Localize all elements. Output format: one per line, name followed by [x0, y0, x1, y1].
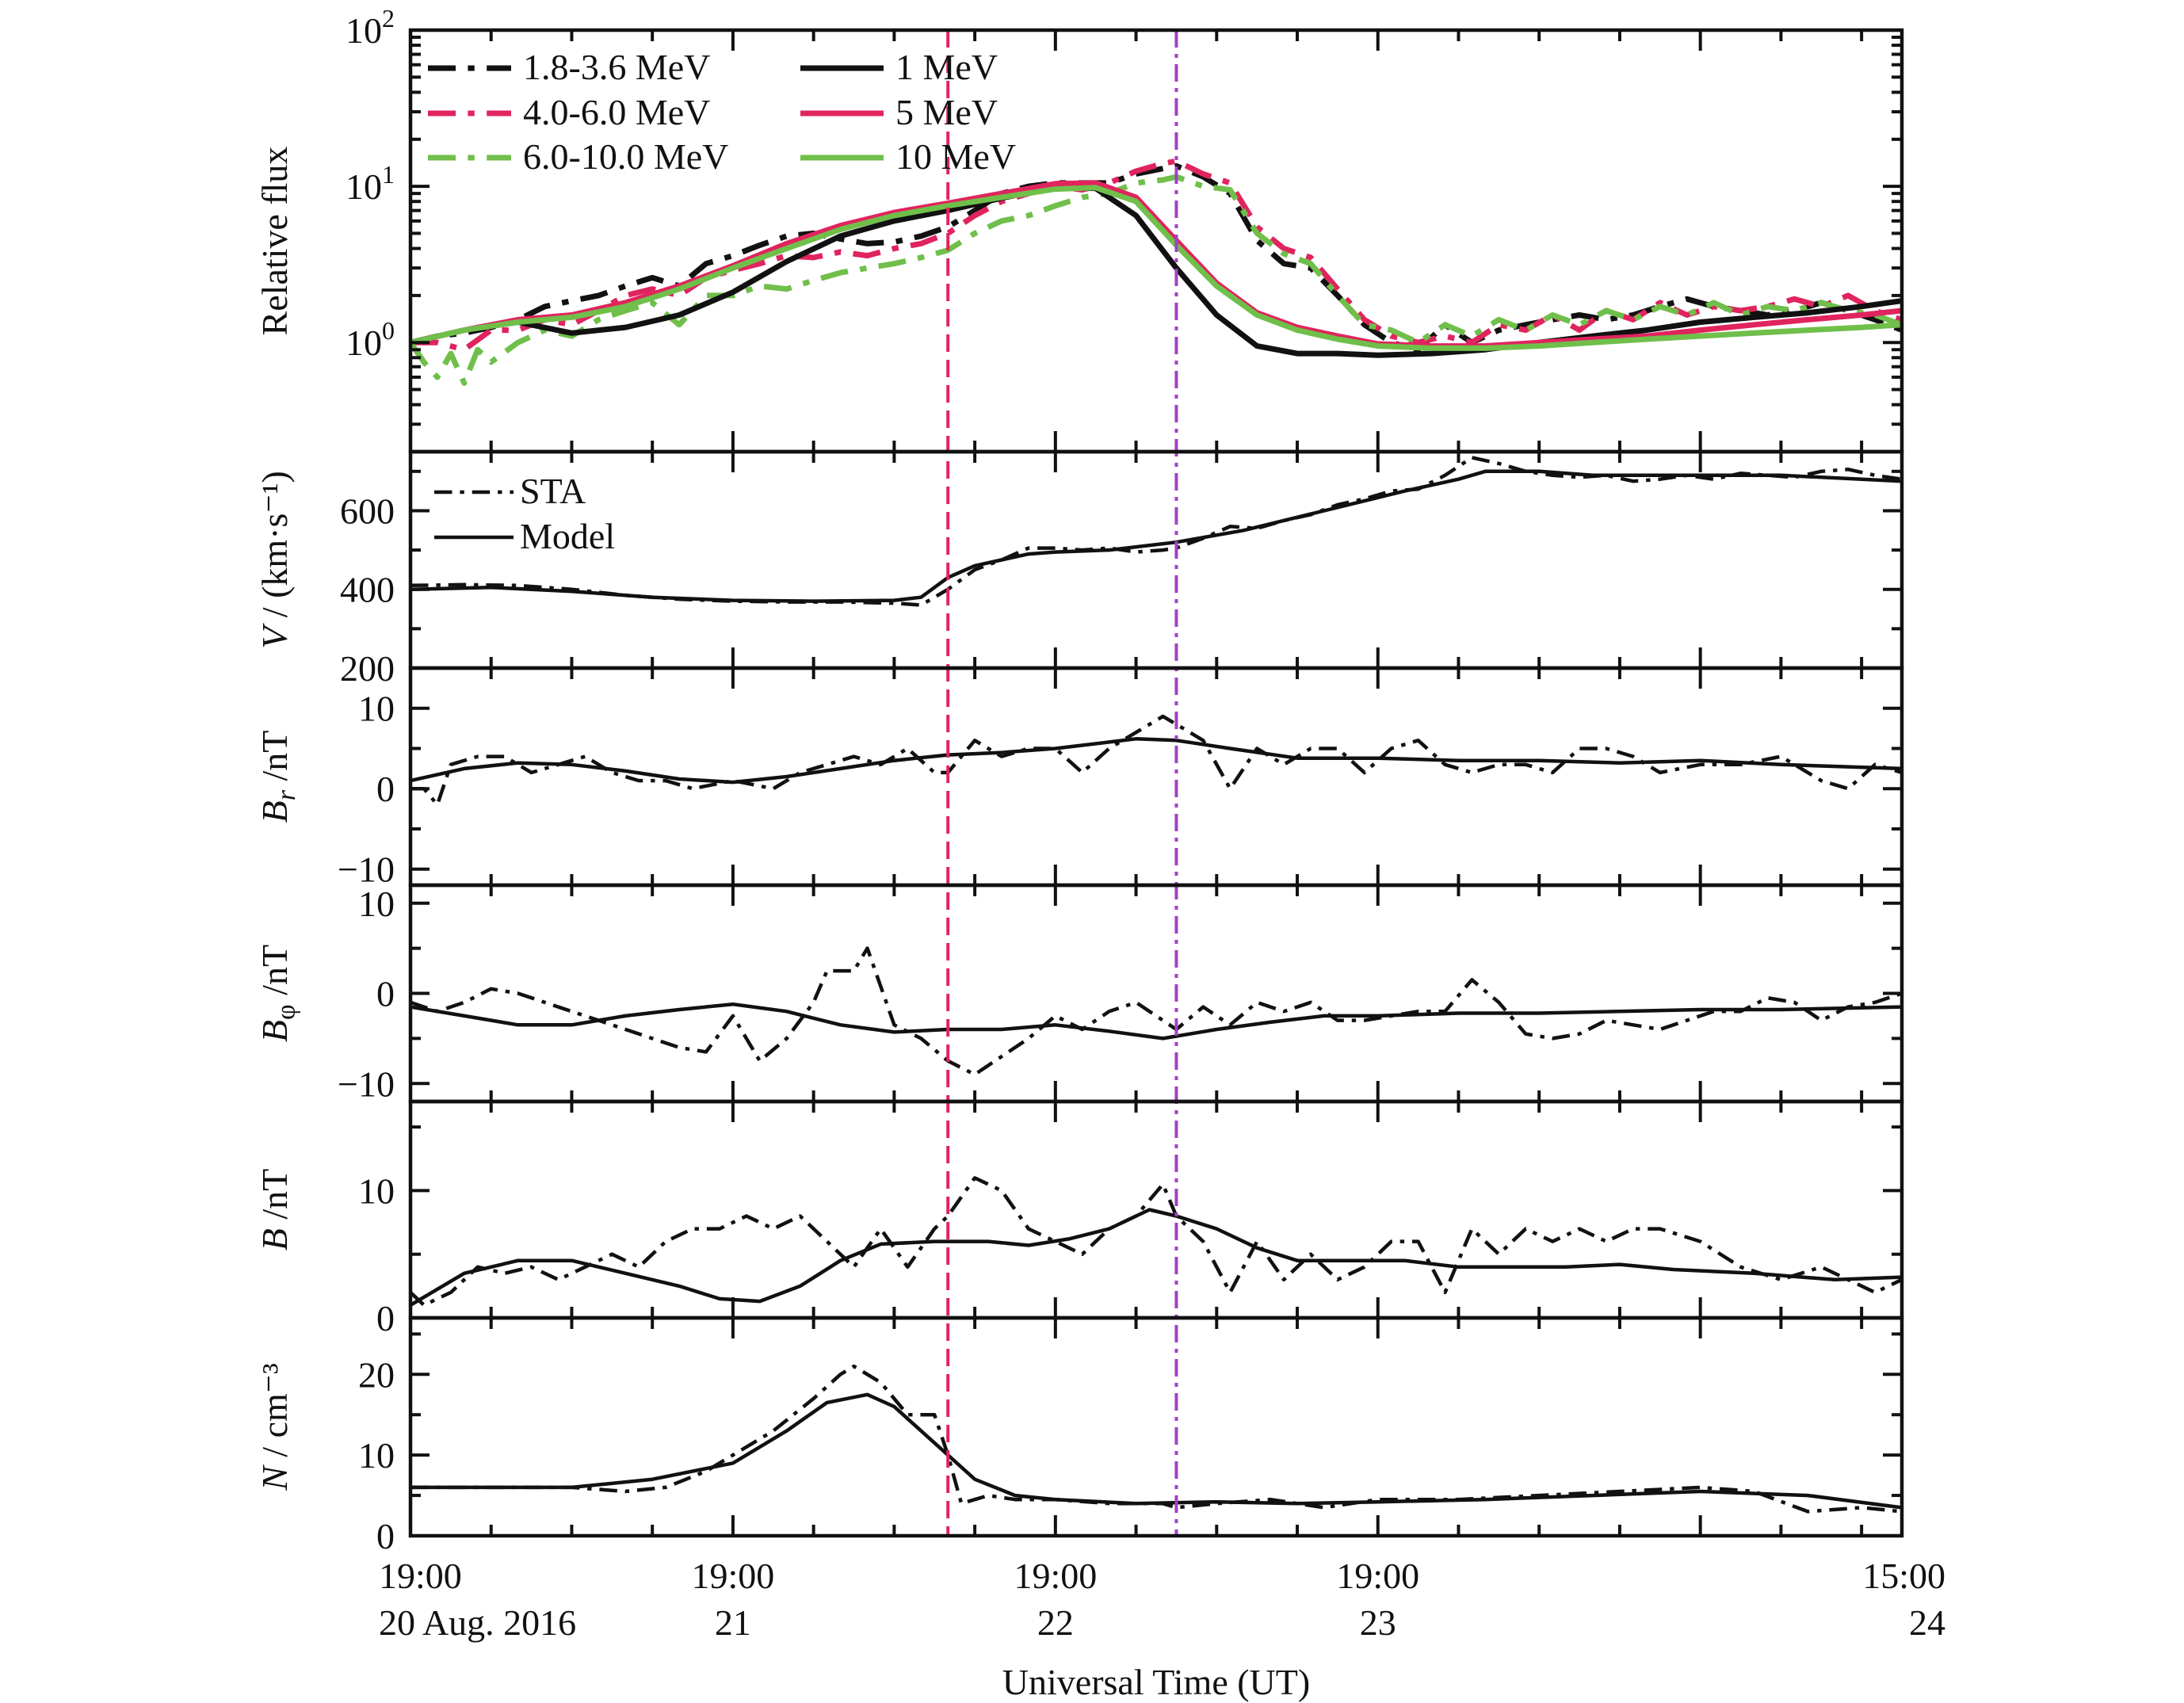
- legend-label: 5 MeV: [895, 92, 998, 132]
- panel-br-plot: [410, 714, 1902, 807]
- legend-label: 1 MeV: [895, 47, 998, 87]
- y-tick-label: 400: [340, 570, 395, 610]
- y-tick-label: 20: [358, 1354, 395, 1395]
- y-tick-label: 101: [346, 160, 395, 207]
- series-br-sta: [410, 714, 1902, 807]
- axes-layer: [408, 28, 1904, 1538]
- series-bphi-model: [410, 1002, 1902, 1041]
- y-tick-label: −10: [338, 1063, 395, 1104]
- legend-velocity: STA Model: [434, 471, 615, 556]
- legend-label: 1.8-3.6 MeV: [523, 47, 710, 87]
- y-axis-label-bphi: Bφ /nT: [254, 945, 301, 1042]
- x-tick-label-date: 24: [1909, 1602, 1945, 1643]
- y-tick-label: 0: [376, 1516, 395, 1556]
- panel-frame: [408, 449, 1904, 670]
- series-br-model: [410, 737, 1902, 785]
- y-axis-label-velocity: V / (km·s⁻¹): [254, 471, 295, 649]
- series-flux-6-0-10-0-mev: [410, 174, 1902, 386]
- panel-frame: [408, 1315, 1904, 1538]
- y-tick-label: 200: [340, 648, 395, 689]
- x-tick-label-date: 20 Aug. 2016: [379, 1602, 576, 1643]
- legend-label: Model: [520, 516, 615, 556]
- series-velocity-sta: [410, 456, 1902, 607]
- x-tick-label-time: 19:00: [692, 1556, 775, 1596]
- series-flux-5-mev: [410, 180, 1902, 349]
- legend-label: 6.0-10.0 MeV: [523, 136, 728, 177]
- x-tick-label-time: 15:00: [1862, 1556, 1945, 1596]
- y-tick-label: −10: [338, 850, 395, 890]
- panel-flux-plot: [410, 158, 1902, 386]
- legend-label: 4.0-6.0 MeV: [523, 92, 710, 132]
- panel-n-axes: [408, 1315, 1904, 1538]
- y-tick-label: 10: [358, 1435, 395, 1476]
- x-tick-label-time: 19:00: [1014, 1556, 1097, 1596]
- y-axis-label-b: B /nT: [254, 1169, 295, 1251]
- y-tick-label: 0: [376, 974, 395, 1014]
- panel-n-plot: [410, 1364, 1902, 1514]
- x-tick-label-time: 19:00: [1336, 1556, 1419, 1596]
- y-tick-label: 102: [346, 4, 395, 51]
- panel-bphi-plot: [410, 946, 1902, 1077]
- y-tick-label: 0: [376, 1298, 395, 1338]
- x-tick-label-date: 21: [715, 1602, 751, 1643]
- legend-label: STA: [520, 471, 586, 511]
- x-tick-label-time: 19:00: [379, 1556, 462, 1596]
- legend-flux: 1.8-3.6 MeV 1 MeV 4.0-6.0 MeV 5 MeV 6.0-10.0…: [428, 47, 1016, 177]
- y-tick-label: 10: [358, 884, 395, 924]
- x-axis-label: Universal Time (UT): [1002, 1662, 1310, 1702]
- series-bphi-sta: [410, 946, 1902, 1077]
- panel-frame: [408, 883, 1904, 1104]
- panel-velocity-axes: [408, 449, 1904, 670]
- y-tick-label: 10: [358, 1170, 395, 1211]
- series-flux-1-8-3-6-mev: [410, 162, 1902, 353]
- panel-b-plot: [410, 1176, 1902, 1308]
- y-tick-label: 0: [376, 769, 395, 809]
- series-flux-1-mev: [410, 184, 1902, 358]
- x-tick-label-date: 22: [1037, 1602, 1074, 1643]
- panel-b-axes: [408, 1099, 1904, 1320]
- y-tick-label: 600: [340, 491, 395, 531]
- y-axis-label-flux: Relative flux: [254, 147, 295, 336]
- panel-bphi-axes: [408, 883, 1904, 1104]
- series-n-model: [410, 1392, 1902, 1510]
- series-flux-4-0-6-0-mev: [410, 158, 1902, 353]
- y-axis-label-br: Br /nT: [254, 731, 301, 823]
- data-layer: [410, 30, 1902, 1536]
- panel-frame: [408, 666, 1904, 888]
- series-b-model: [410, 1208, 1902, 1307]
- y-axis-label-n: N / cm⁻³: [254, 1363, 295, 1491]
- series-velocity-model: [410, 469, 1902, 603]
- panel-br-axes: [408, 666, 1904, 888]
- y-tick-label: 100: [346, 316, 395, 363]
- legend-label: 10 MeV: [895, 136, 1016, 177]
- y-tick-label: 10: [358, 689, 395, 729]
- panel-velocity-plot: [410, 456, 1902, 607]
- series-n-sta: [410, 1364, 1902, 1514]
- series-b-sta: [410, 1176, 1902, 1308]
- x-tick-label-date: 23: [1360, 1602, 1396, 1643]
